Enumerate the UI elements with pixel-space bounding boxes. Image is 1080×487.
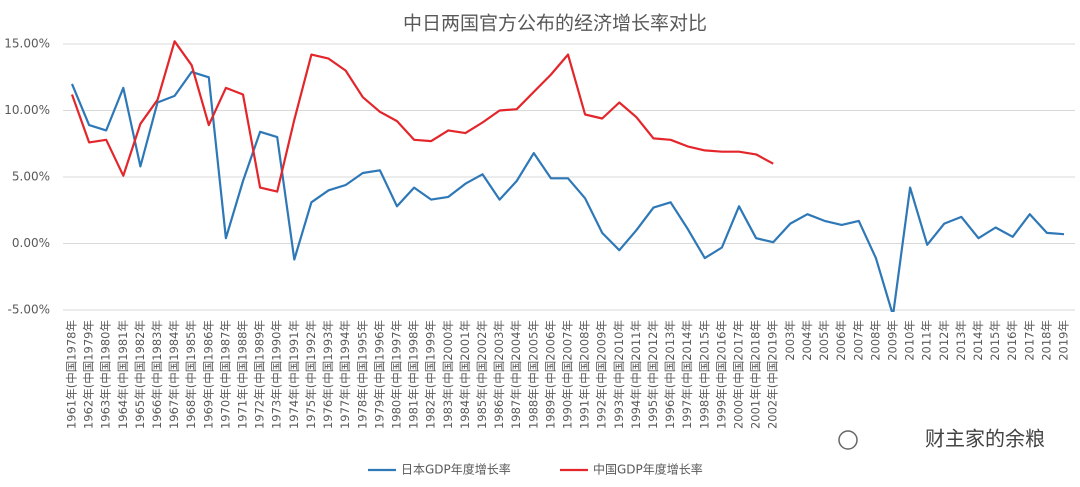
- x-tick-label: 2005年: [817, 320, 831, 361]
- x-tick-label: 1987年(中国2004年: [509, 320, 523, 429]
- x-tick-label: 1990年(中国2007年: [561, 320, 575, 429]
- x-tick-label: 1988年(中国2005年: [526, 320, 540, 429]
- x-tick-label: 1991年(中国2008年: [578, 320, 592, 429]
- y-tick-label: -5.00%: [8, 303, 50, 317]
- plot-area: [70, 40, 1065, 312]
- x-tick-label: 2003年: [783, 320, 797, 361]
- x-tick-label: 2001年(中国2018年: [749, 320, 763, 429]
- x-tick-label: 2002年(中国2019年: [766, 320, 780, 429]
- y-tick-label: 15.00%: [4, 37, 50, 51]
- x-tick-label: 2016年: [1005, 320, 1019, 361]
- x-tick-label: 1996年(中国2013年: [663, 320, 677, 429]
- x-tick-label: 1995年(中国2012年: [646, 320, 660, 429]
- x-tick-label: 2019年: [1057, 320, 1071, 361]
- series-line: [70, 70, 1065, 312]
- legend-label: 中国GDP年度增长率: [593, 462, 703, 477]
- x-tick-label: 1997年(中国2014年: [680, 320, 694, 429]
- x-tick-label: 1978年(中国1995年: [355, 320, 369, 429]
- x-tick-label: 1967年(中国1984年: [167, 320, 181, 429]
- x-tick-label: 1981年(中国1998年: [407, 320, 421, 429]
- x-tick-label: 1984年(中国2001年: [458, 320, 472, 429]
- x-tick-label: 1974年(中国1991年: [287, 320, 301, 429]
- x-tick-label: 2010年: [903, 320, 917, 361]
- x-tick-label: 1966年(中国1983年: [150, 320, 164, 429]
- x-tick-label: 1964年(中国1981年: [116, 320, 130, 429]
- x-tick-label: 1989年(中国2006年: [543, 320, 557, 429]
- x-tick-label: 1971年(中国1988年: [236, 320, 250, 429]
- x-tick-label: 2011年: [920, 320, 934, 361]
- x-tick-label: 1999年(中国2016年: [714, 320, 728, 429]
- x-tick-label: 2006年: [834, 320, 848, 361]
- x-tick-label: 1972年(中国1989年: [253, 320, 267, 429]
- watermark: 财主家的余粮: [925, 427, 1045, 451]
- x-tick-label: 1962年(中国1979年: [82, 320, 96, 429]
- x-tick-label: 2017年: [1022, 320, 1036, 361]
- x-tick-label: 1986年(中国2003年: [492, 320, 506, 429]
- x-tick-label: 2014年: [971, 320, 985, 361]
- x-tick-label: 1968年(中国1985年: [184, 320, 198, 429]
- x-tick-label: 2012年: [937, 320, 951, 361]
- x-tick-label: 1975年(中国1992年: [304, 320, 318, 429]
- y-tick-label: 0.00%: [12, 236, 50, 250]
- x-tick-label: 2015年: [988, 320, 1002, 361]
- x-tick-label: 1980年(中国1997年: [389, 320, 403, 429]
- x-tick-label: 1994年(中国2011年: [629, 320, 643, 429]
- chart-title: 中日两国官方公布的经济增长率对比: [403, 13, 707, 35]
- x-tick-label: 2008年: [868, 320, 882, 361]
- x-tick-label: 2004年: [800, 320, 814, 361]
- x-tick-label: 1983年(中国2000年: [441, 320, 455, 429]
- x-tick-label: 2009年: [885, 320, 899, 361]
- watermark-icon: [838, 430, 858, 450]
- x-tick-label: 1963年(中国1980年: [99, 320, 113, 429]
- x-tick-label: 1969年(中国1986年: [201, 320, 215, 429]
- x-tick-label: 1993年(中国2010年: [612, 320, 626, 429]
- x-tick-label: 1992年(中国2009年: [595, 320, 609, 429]
- x-tick-label: 1970年(中国1987年: [218, 320, 232, 429]
- x-tick-label: 2013年: [954, 320, 968, 361]
- x-tick-label: 1998年(中国2015年: [697, 320, 711, 429]
- x-tick-label: 1976年(中国1993年: [321, 320, 335, 429]
- x-tick-label: 1961年(中国1978年: [65, 320, 79, 429]
- x-tick-label: 2000年(中国2017年: [732, 320, 746, 429]
- x-tick-label: 2018年: [1039, 320, 1053, 361]
- x-tick-label: 1985年(中国2002年: [475, 320, 489, 429]
- y-tick-label: 10.00%: [4, 103, 50, 117]
- x-tick-label: 1982年(中国1999年: [424, 320, 438, 429]
- series-line: [70, 40, 774, 193]
- x-tick-label: 1979年(中国1996年: [372, 320, 386, 429]
- x-tick-label: 2007年: [851, 320, 865, 361]
- x-tick-label: 1977年(中国1994年: [338, 320, 352, 429]
- legend-label: 日本GDP年度增长率: [401, 462, 511, 477]
- y-tick-label: 5.00%: [12, 170, 50, 184]
- x-tick-label: 1973年(中国1990年: [270, 320, 284, 429]
- x-tick-label: 1965年(中国1982年: [133, 320, 147, 429]
